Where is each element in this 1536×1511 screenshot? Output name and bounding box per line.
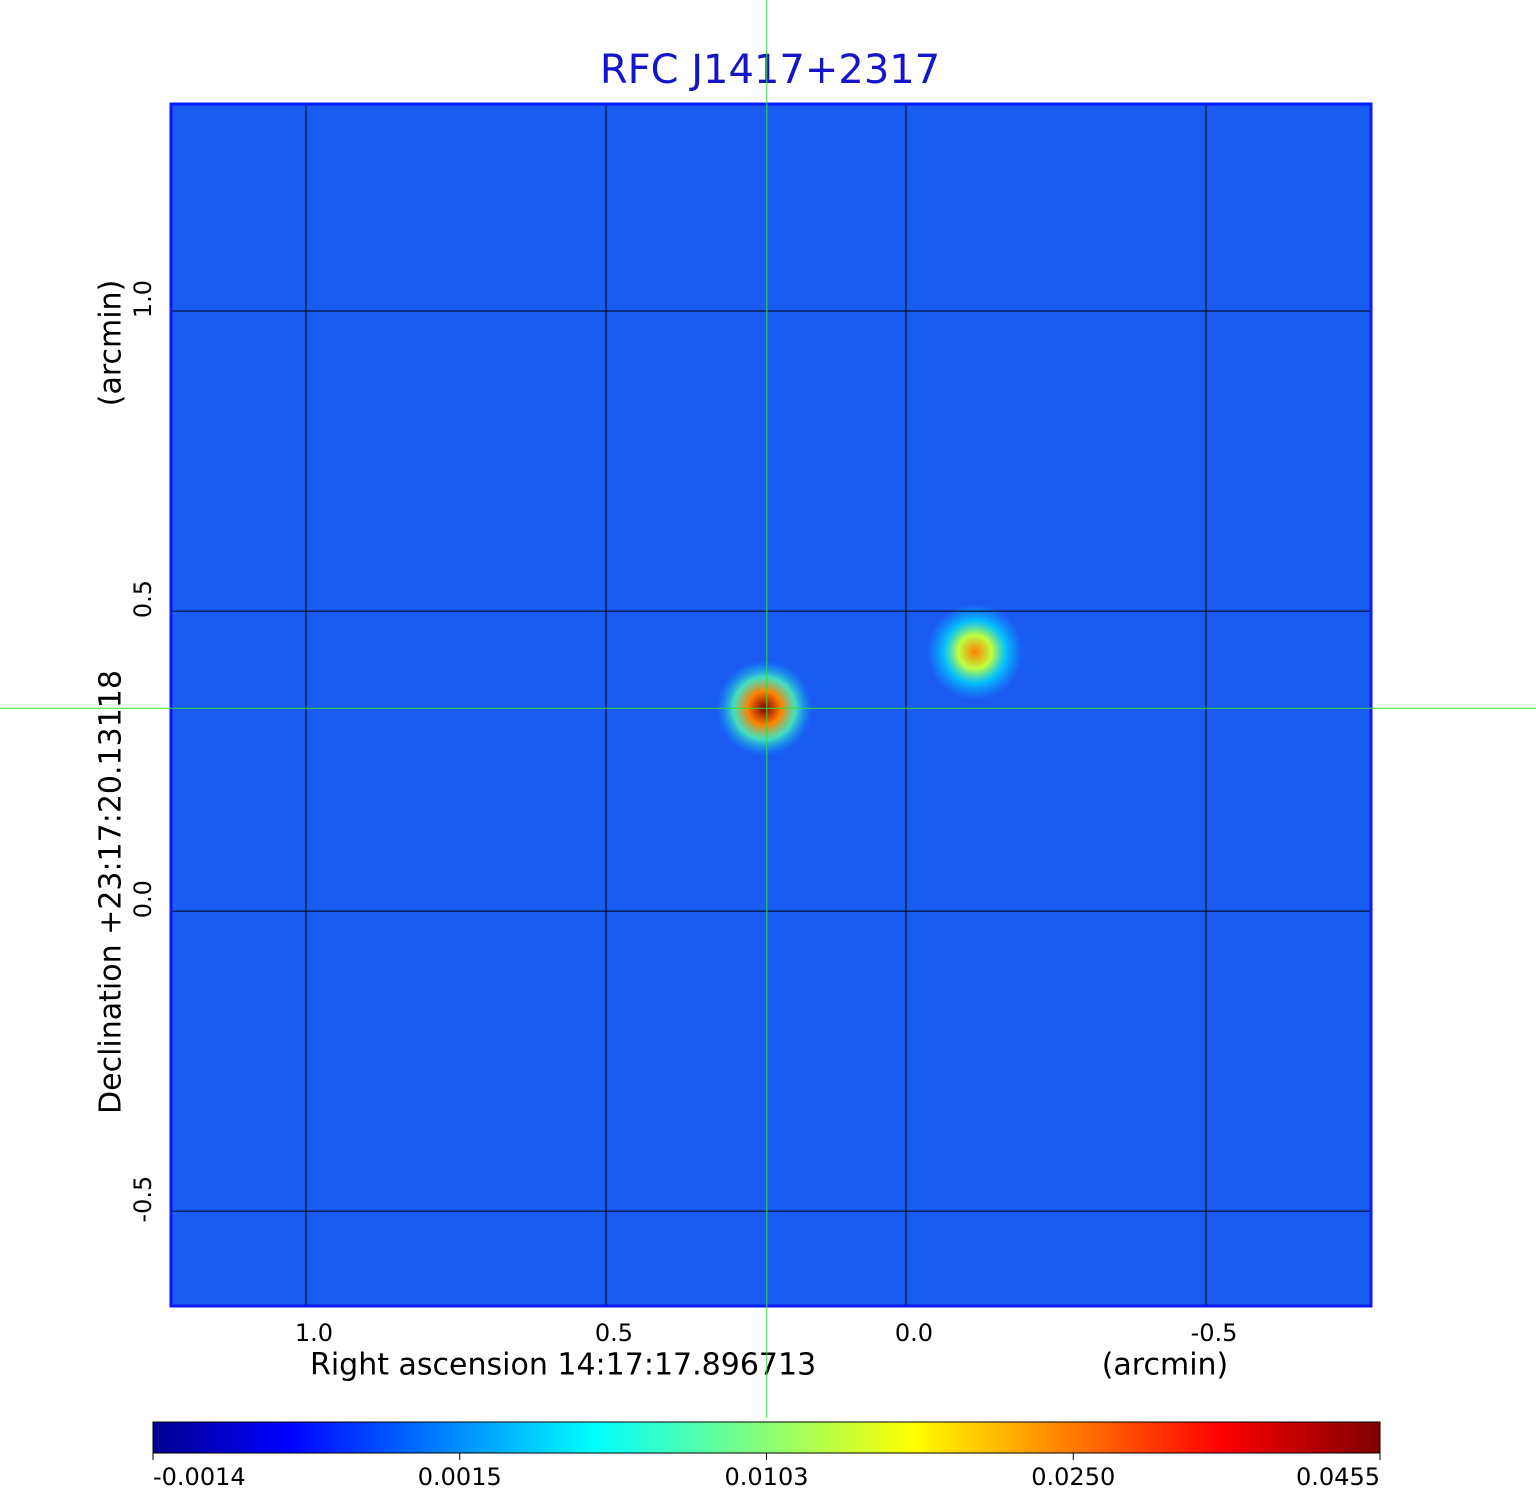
x-tick-label: 0.5 — [595, 1319, 633, 1347]
source — [927, 603, 1023, 700]
colorbar-tick-label: 0.0015 — [418, 1463, 502, 1491]
x-tick-label: -0.5 — [1191, 1319, 1238, 1347]
y-tick-label: 0.5 — [129, 580, 157, 618]
y-tick-label: 1.0 — [129, 280, 157, 318]
y-axis-unit: (arcmin) — [94, 280, 129, 407]
y-tick-label: -0.5 — [129, 1176, 157, 1223]
x-axis-unit: (arcmin) — [1102, 1348, 1229, 1383]
y-axis-label: Declination +23:17:20.13118 — [94, 670, 129, 1114]
colorbar-tick-label: 0.0103 — [725, 1463, 809, 1491]
y-tick-label: 0.0 — [129, 880, 157, 918]
colorbar — [152, 1421, 1381, 1454]
chart-title: RFC J1417+2317 — [600, 47, 940, 93]
colorbar-tick-label: 0.0250 — [1031, 1463, 1115, 1491]
x-axis-label: Right ascension 14:17:17.896713 — [310, 1348, 816, 1383]
x-tick-label: 0.0 — [895, 1319, 933, 1347]
image-border — [169, 102, 1373, 1308]
colorbar-tick-label: -0.0014 — [153, 1463, 246, 1491]
colorbar-tick-label: 0.0455 — [1296, 1463, 1380, 1491]
x-tick-label: 1.0 — [295, 1319, 333, 1347]
